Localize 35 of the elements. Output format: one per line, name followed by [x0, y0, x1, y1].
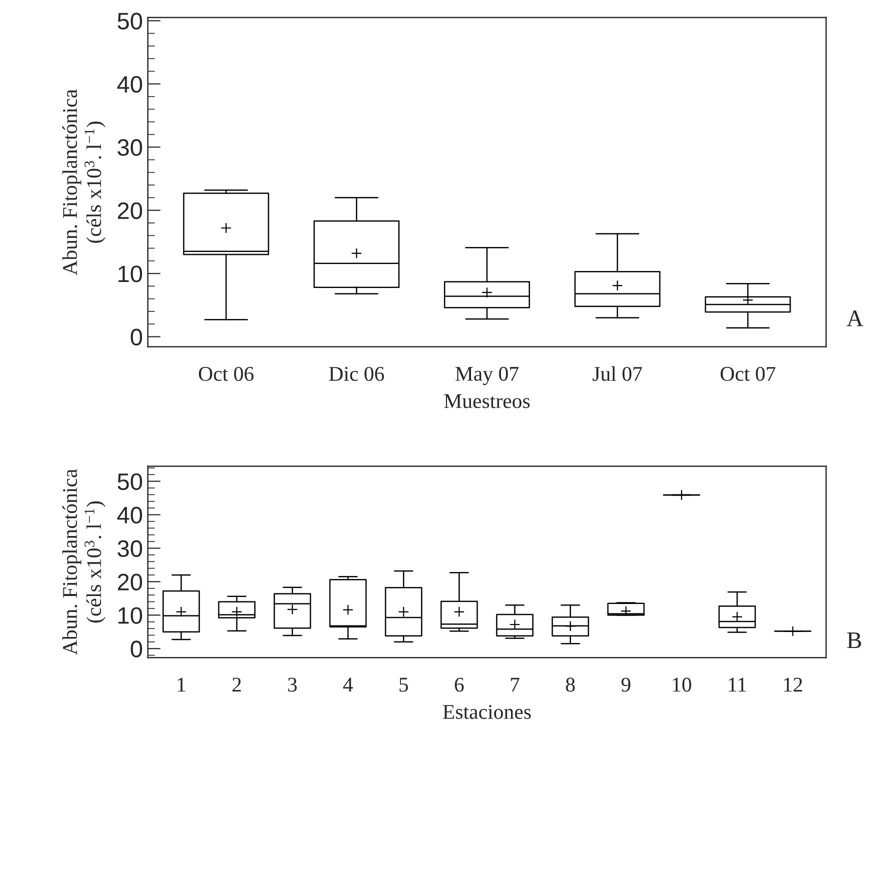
x-tick-label: Dic 06: [329, 366, 384, 381]
x-tick-label: Oct 06: [198, 366, 254, 381]
x-tick-label: 12: [784, 678, 802, 692]
x-tick-label: 8: [566, 678, 575, 692]
x-tick-label: 7: [510, 678, 520, 692]
y-tick-label: 50: [118, 12, 142, 30]
y-tick-label: 10: [118, 607, 142, 624]
x-tick-label: 1: [178, 678, 186, 692]
y-tick-label: 30: [118, 540, 142, 557]
x-tick-label: 11: [728, 678, 746, 692]
x-tick-label: 3: [288, 678, 297, 692]
x-tick-label: 9: [621, 678, 630, 692]
x-tick-label: 6: [454, 678, 464, 692]
y-tick-label: 20: [118, 202, 142, 220]
y-tick-label: 30: [118, 139, 142, 156]
text: A: [846, 310, 864, 326]
x-tick-label: 10: [672, 678, 692, 692]
y-tick-label: 20: [118, 574, 142, 590]
y-axis-title: Abun. Fitoplanctónica (céls x10$^{3}$. l$^{−1}$): [62, 469, 106, 655]
text: B: [847, 632, 862, 648]
y-axis-title: Abun. Fitoplanctónica (céls x10$^{3}$. l$^{−1}$): [62, 89, 106, 276]
x-axis-title: Muestreos: [444, 394, 530, 408]
y-tick-label: 40: [117, 506, 142, 524]
y-tick-label: 40: [117, 76, 142, 93]
x-tick-label: May 07: [455, 366, 518, 386]
x-tick-label: 2: [232, 678, 241, 692]
y-tick-label: 0: [130, 640, 142, 658]
y-tick-label: 0: [130, 328, 142, 346]
x-tick-label: Jul 07: [592, 366, 642, 381]
y-tick-label: 50: [118, 473, 142, 490]
x-tick-label: Oct 07: [720, 366, 776, 381]
y-tick-label: 10: [118, 266, 142, 282]
x-axis-title: Estaciones: [443, 704, 531, 719]
x-tick-label: 5: [400, 678, 408, 692]
x-tick-label: 4: [343, 678, 353, 692]
